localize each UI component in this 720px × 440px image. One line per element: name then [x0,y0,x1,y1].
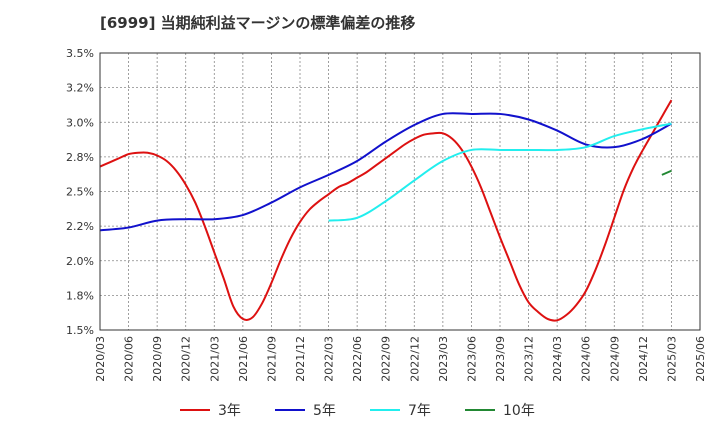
y-tick-label: 2.8% [66,151,94,164]
x-tick-label: 2025/06 [694,336,707,382]
x-tick-label: 2023/06 [465,336,478,382]
y-tick-label: 1.8% [66,289,94,302]
x-tick-label: 2023/03 [437,336,450,382]
x-tick-label: 2023/12 [523,336,536,382]
legend-label-2: 7年 [408,403,431,419]
series-line-3 [661,169,672,176]
y-tick-label: 2.5% [66,186,94,199]
x-tick-label: 2021/12 [294,336,307,382]
x-tick-label: 2021/06 [237,336,250,382]
x-tick-label: 2024/09 [608,336,621,382]
x-tick-label: 2024/03 [551,336,564,382]
y-tick-label: 3.5% [66,47,94,60]
x-tick-label: 2025/03 [665,336,678,382]
x-tick-label: 2022/09 [380,336,393,382]
x-tick-label: 2024/12 [637,336,650,382]
chart-title: [6999] 当期純利益マージンの標準偏差の推移 [100,14,416,32]
x-tick-label: 2022/03 [323,336,336,382]
plot-frame [99,52,701,331]
series-line-1 [99,112,672,232]
y-tick-label: 2.2% [66,220,94,233]
axes: 2020/03 2020/06 2020/09 2020/12 2021/03 2021/… [66,47,707,382]
y-tick-label: 3.2% [66,82,94,95]
y-tick-label: 2.0% [66,255,94,268]
x-tick-label: 2020/09 [151,336,164,382]
legend-label-0: 3年 [218,403,241,419]
series-line-2 [328,122,672,222]
x-tick-label: 2023/09 [494,336,507,382]
x-tick-label: 2021/03 [208,336,221,382]
x-tick-label: 2020/12 [180,336,193,382]
y-tick-label: 3.0% [66,116,94,129]
legend-label-3: 10年 [503,403,535,419]
series-lines [99,99,673,322]
x-tick-label: 2020/06 [123,336,136,382]
series-line-0 [99,99,673,322]
legend-label-1: 5年 [313,403,336,419]
x-tick-label: 2022/06 [351,336,364,382]
x-tick-label: 2022/12 [408,336,421,382]
x-tick-label: 2021/09 [265,336,278,382]
y-tick-label: 1.5% [66,324,94,337]
x-tick-label: 2024/06 [580,336,593,382]
x-tick-label: 2020/03 [94,336,107,382]
legend: 3年 5年 7年 10年 [180,403,535,419]
